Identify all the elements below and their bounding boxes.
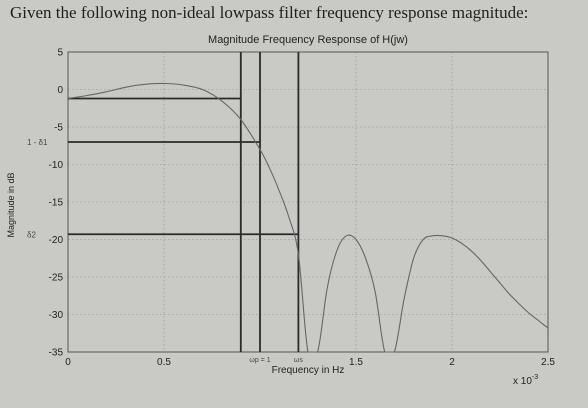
chart-title: Magnitude Frequency Response of H(jw): [208, 34, 408, 46]
y-tick-label: -20: [49, 235, 64, 246]
y-tick-label: 0: [57, 85, 63, 96]
y-tick-label: -35: [49, 348, 64, 359]
marker-lines: [68, 52, 300, 352]
grid-lines: [68, 52, 548, 352]
series-line-magnitude: [67, 82, 549, 353]
annotation-label: ωs: [294, 357, 303, 364]
x-tick-label: 0.5: [157, 357, 171, 368]
y-tick-label: -30: [49, 310, 64, 321]
y-tick-label: -25: [49, 273, 64, 284]
x-tick-label: 0: [65, 357, 71, 368]
annotation-label: ωp = 1: [249, 357, 270, 364]
question-heading: Given the following non-ideal lowpass fi…: [10, 3, 529, 22]
y-tick-labels: 5 0 -5 -10 -15 -20 -25 -30 -35: [49, 48, 64, 359]
x-axis-label: Frequency in Hz: [272, 365, 345, 376]
annotations: 1 - δ1 δ2 ωp = 1 ωs: [27, 138, 303, 364]
annotation-label: δ2: [27, 230, 36, 239]
x-tick-label: 2.5: [541, 357, 555, 368]
y-axis-label: Magnitude in dB: [6, 172, 16, 237]
x-scale-exponent: -3: [532, 374, 538, 381]
x-tick-labels: 0 0.5 1.5 2 2.5: [65, 357, 555, 368]
y-tick-label: -5: [54, 123, 63, 134]
x-tick-label: 2: [449, 357, 455, 368]
x-tick-label: 1.5: [349, 357, 363, 368]
annotation-label: 1 - δ1: [27, 138, 48, 147]
x-axis-scale: x 10-3: [513, 374, 538, 387]
y-tick-label: -10: [49, 160, 64, 171]
x-scale-base: x 10: [513, 376, 532, 387]
y-tick-label: -15: [49, 198, 64, 209]
y-tick-label: 5: [57, 48, 63, 59]
